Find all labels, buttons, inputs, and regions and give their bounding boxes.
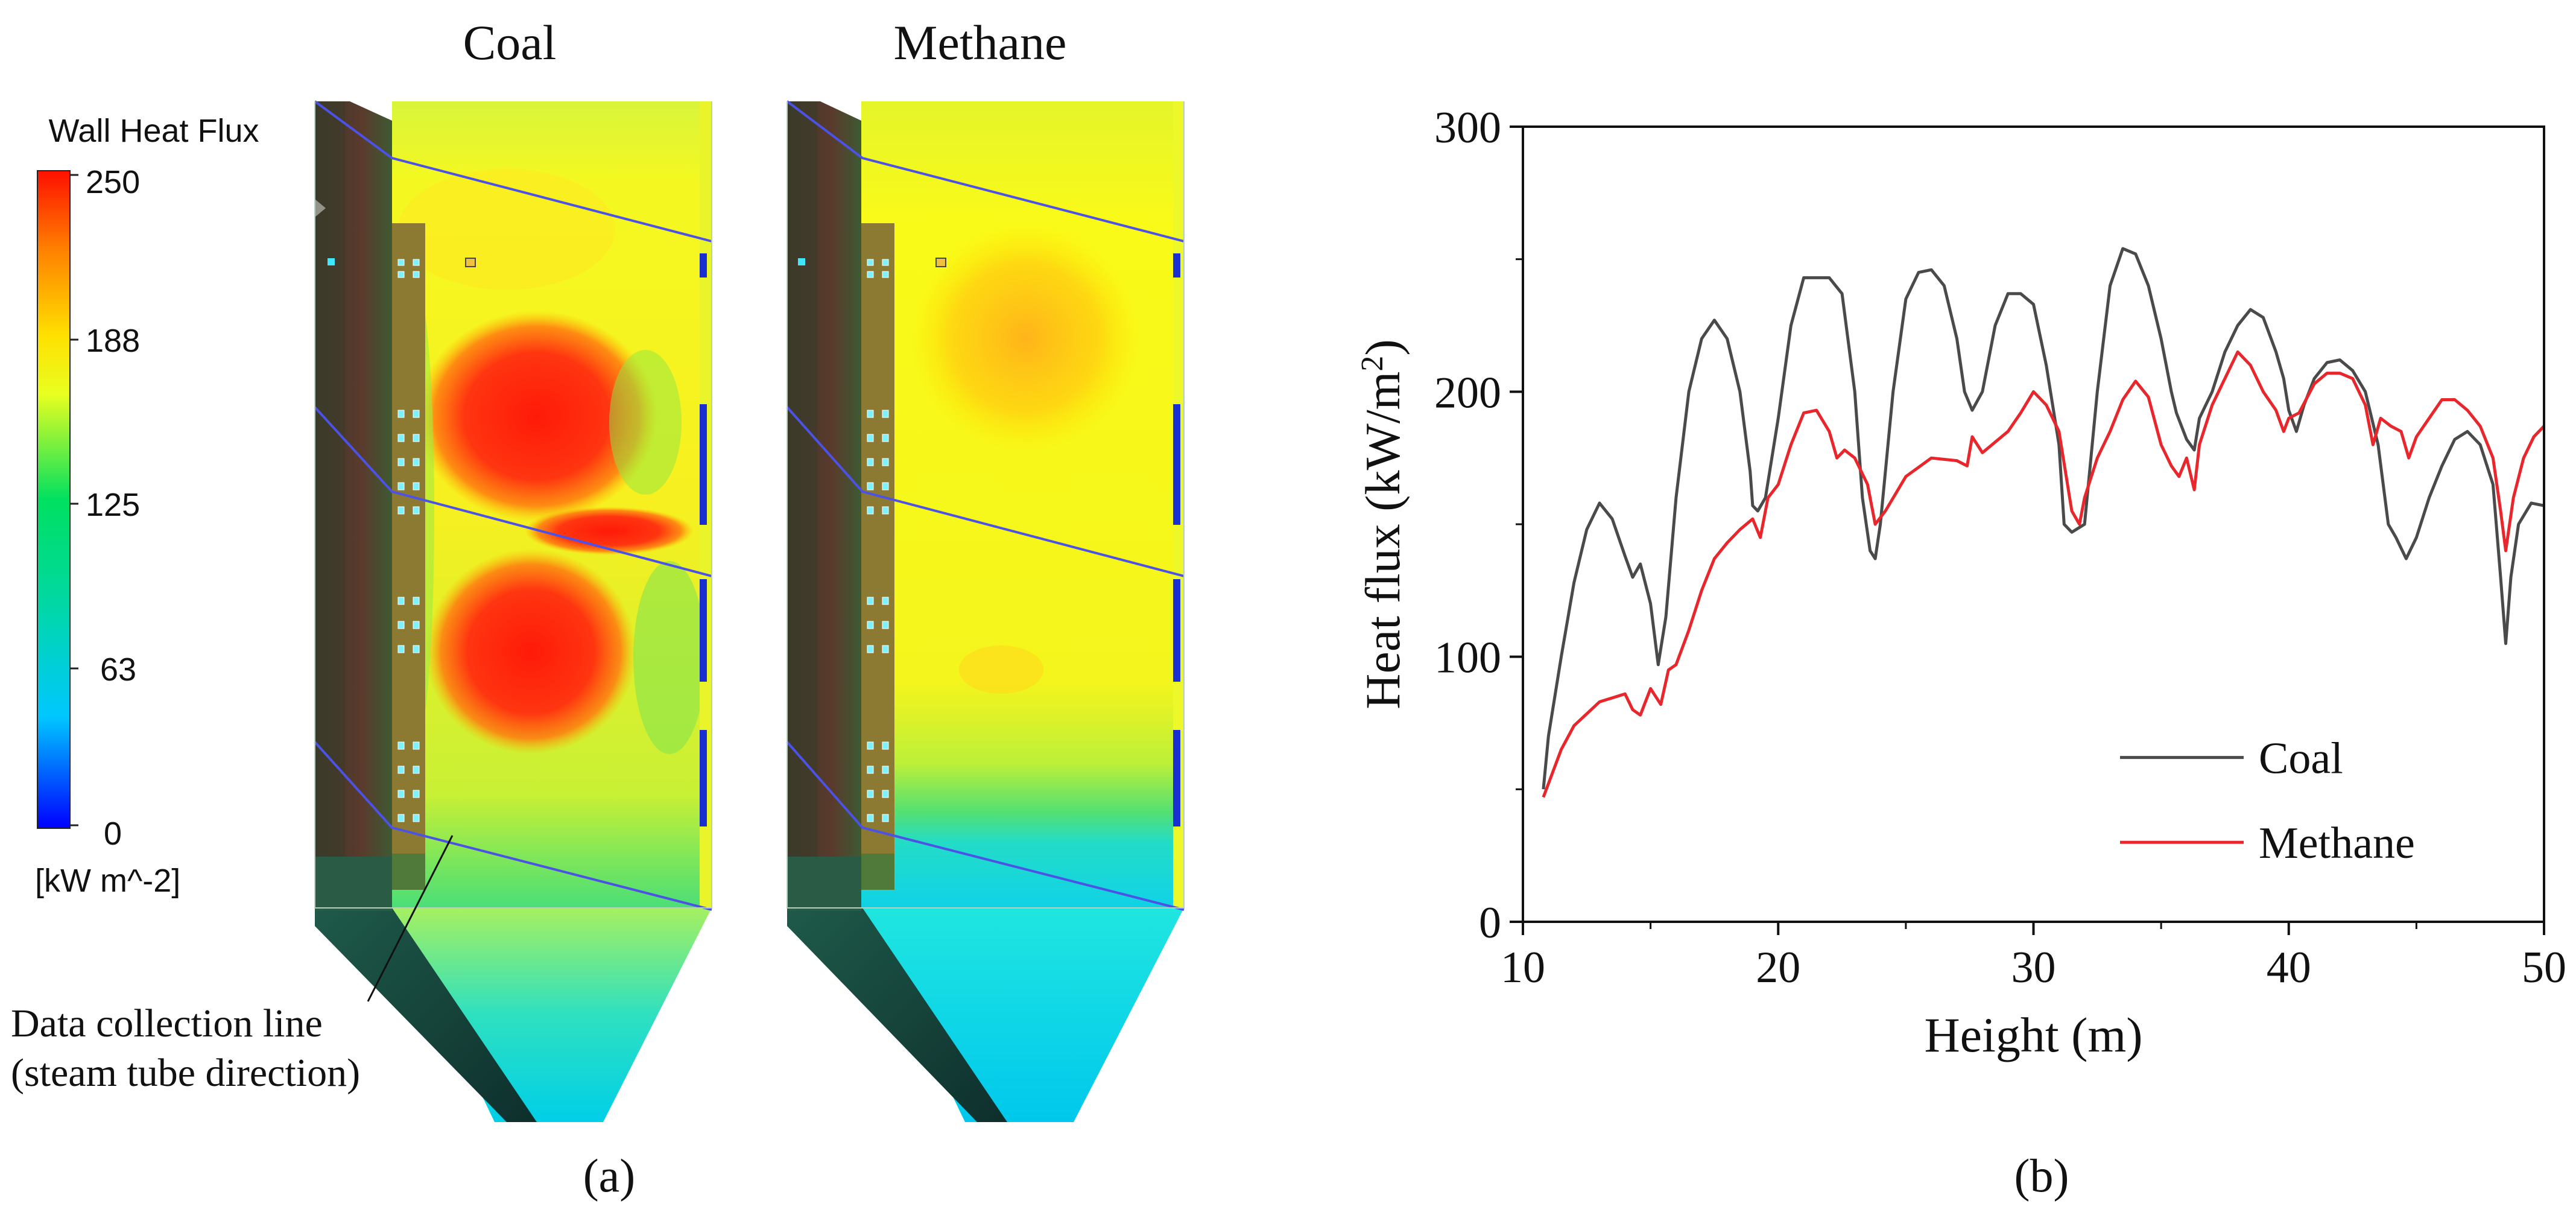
- colorbar-tick-125: 125: [86, 487, 140, 523]
- annotation-leader-line: [367, 835, 454, 1002]
- colorbar-unit: [kW m^-2]: [35, 863, 180, 899]
- plot-frame: [1522, 125, 2545, 923]
- panel-b-label: (b): [2014, 1149, 2069, 1202]
- y-tick-label: 300: [1434, 103, 1501, 153]
- x-tick-label: 30: [2011, 943, 2056, 992]
- y-tick-label: 200: [1434, 368, 1501, 417]
- colorbar-tick-63: 63: [100, 652, 136, 688]
- x-tick-label: 50: [2522, 943, 2566, 992]
- colorbar: Wall Heat Flux 250 188 125 63 0 [kW m^-2…: [35, 113, 259, 899]
- methane-furnace-contour: [786, 100, 1185, 1122]
- annotation-line-2: (steam tube direction): [11, 1051, 360, 1095]
- legend-methane-label: Methane: [2259, 819, 2415, 868]
- y-tick-label: 100: [1434, 633, 1501, 683]
- x-tick-label: 40: [2267, 943, 2311, 992]
- panel-a: Wall Heat Flux 250 188 125 63 0 [kW m^-2…: [11, 15, 1185, 1202]
- colorbar-gradient: [37, 170, 71, 829]
- series-line-coal: [1542, 247, 2545, 790]
- colorbar-tick-250: 250: [86, 164, 140, 200]
- annotation-line-1: Data collection line: [11, 1001, 323, 1045]
- y-axis-label: Heat flux (kW/m2): [1355, 339, 1411, 709]
- legend-coal-label: Coal: [2259, 734, 2343, 784]
- heat-flux-chart: 10 20 30 40 50 0 100 200 300 Height (m) Heat flu…: [1355, 103, 2567, 1202]
- x-tick-label: 10: [1501, 943, 1545, 992]
- colorbar-tick-188: 188: [86, 323, 140, 359]
- coal-furnace-title: Coal: [463, 15, 557, 70]
- coal-furnace-contour: [314, 100, 712, 1122]
- x-axis-label: Height (m): [1924, 1007, 2142, 1062]
- colorbar-title: Wall Heat Flux: [48, 113, 259, 149]
- series-line-methane: [1542, 350, 2545, 798]
- panel-a-label: (a): [583, 1149, 636, 1202]
- y-tick-label: 0: [1479, 898, 1501, 948]
- x-tick-label: 20: [1756, 943, 1800, 992]
- colorbar-tick-0: 0: [104, 816, 122, 852]
- methane-furnace-title: Methane: [894, 15, 1067, 70]
- legend: Coal Methane: [2120, 734, 2415, 868]
